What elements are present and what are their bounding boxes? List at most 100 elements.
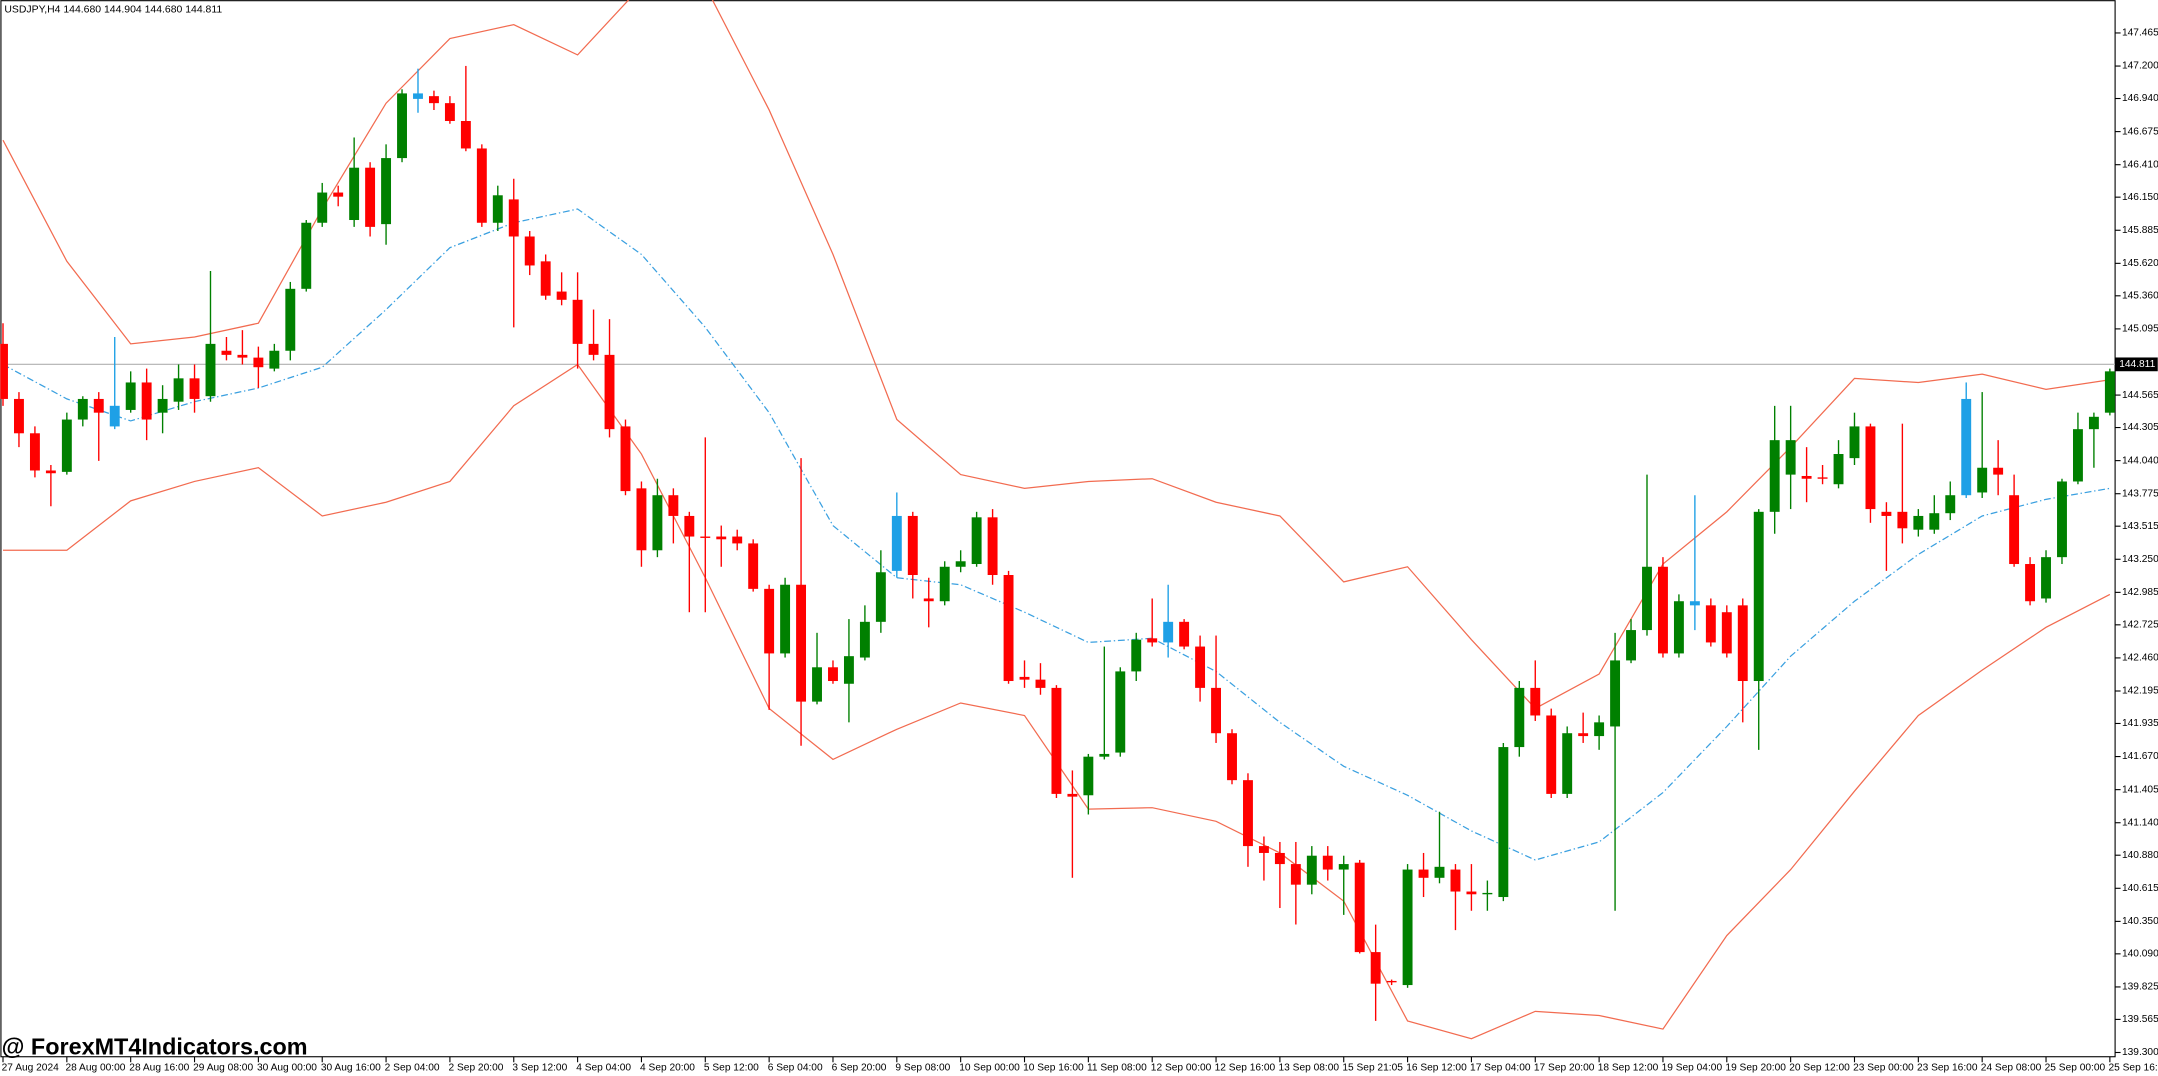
candle-body bbox=[636, 488, 647, 551]
candle-body bbox=[1195, 646, 1206, 688]
candle-body bbox=[428, 96, 439, 104]
candle-body bbox=[61, 419, 72, 472]
candle-body bbox=[1482, 892, 1493, 895]
x-tick-label: 11 Sep 08:00 bbox=[1087, 1062, 1147, 1073]
x-tick-label: 19 Sep 20:00 bbox=[1725, 1062, 1786, 1073]
x-tick-label: 10 Sep 16:00 bbox=[1023, 1062, 1084, 1073]
x-tick-label: 2 Sep 20:00 bbox=[449, 1062, 504, 1073]
y-tick-label: 145.885 bbox=[2122, 225, 2158, 236]
candle-body bbox=[780, 584, 791, 654]
y-tick-label: 143.250 bbox=[2122, 554, 2158, 565]
y-tick-label: 147.200 bbox=[2122, 61, 2158, 72]
band-middle bbox=[2, 208, 2110, 861]
x-tick-label: 15 Sep 21:05 bbox=[1342, 1062, 1403, 1073]
candle-body bbox=[1562, 733, 1573, 794]
candle-body bbox=[125, 382, 136, 410]
y-tick-label: 143.775 bbox=[2122, 488, 2158, 499]
candle-body bbox=[668, 495, 679, 516]
candle-body bbox=[301, 222, 312, 289]
candle-body bbox=[1673, 601, 1684, 654]
candle-body bbox=[1737, 605, 1748, 682]
candle-body bbox=[1977, 467, 1988, 493]
x-tick-label: 25 Sep 16:00 bbox=[2108, 1062, 2158, 1073]
y-tick-label: 146.150 bbox=[2122, 192, 2158, 203]
candle-body bbox=[812, 667, 822, 702]
candle-body bbox=[1913, 515, 1924, 530]
y-tick-label: 145.360 bbox=[2122, 290, 2158, 301]
candle-body bbox=[1274, 852, 1285, 865]
candle-body bbox=[29, 433, 40, 471]
candle-body bbox=[1865, 426, 1876, 510]
candle-body bbox=[1530, 687, 1541, 716]
candle-body bbox=[955, 561, 966, 567]
y-tick-label: 141.935 bbox=[2122, 718, 2158, 729]
candle-body bbox=[1099, 753, 1110, 757]
candle-body bbox=[1243, 780, 1253, 847]
candle-body bbox=[1929, 513, 1940, 530]
x-tick-label: 30 Aug 16:00 bbox=[321, 1062, 381, 1073]
candle-body bbox=[1322, 855, 1333, 870]
y-tick-label: 144.040 bbox=[2122, 455, 2158, 466]
candle-body bbox=[317, 192, 328, 223]
candle-body bbox=[1115, 671, 1126, 753]
candle-body bbox=[1801, 475, 1812, 479]
candle-body bbox=[2025, 564, 2036, 602]
y-tick-label: 139.825 bbox=[2122, 982, 2158, 993]
candle-body bbox=[1179, 621, 1190, 647]
y-tick-label: 145.095 bbox=[2122, 324, 2158, 335]
candle-body bbox=[2009, 495, 2020, 565]
candle-body bbox=[1705, 605, 1716, 643]
candle-body bbox=[1019, 676, 1030, 680]
candle-body bbox=[2104, 371, 2115, 413]
y-tick-label: 142.460 bbox=[2122, 653, 2158, 664]
y-tick-label: 143.515 bbox=[2122, 521, 2158, 532]
y-tick-label: 139.565 bbox=[2122, 1014, 2158, 1025]
candle-body bbox=[652, 495, 663, 551]
symbol-header: USDJPY,H4 144.680 144.904 144.680 144.81… bbox=[4, 4, 222, 15]
candle-body bbox=[253, 357, 264, 368]
y-tick-label: 146.410 bbox=[2122, 159, 2158, 170]
candle-body bbox=[1227, 733, 1237, 781]
axes: 147.465 147.200 146.940 146.675 146.410 146.1… bbox=[2, 28, 2158, 1074]
candle-body bbox=[93, 398, 104, 413]
candle-body bbox=[875, 572, 886, 622]
candle-body bbox=[732, 536, 743, 544]
x-tick-label: 5 Sep 12:00 bbox=[704, 1062, 759, 1073]
candle-body bbox=[476, 148, 487, 223]
candle-body bbox=[1354, 862, 1365, 953]
candle-body bbox=[205, 343, 216, 397]
candle-body bbox=[1897, 511, 1908, 529]
candle-body bbox=[1131, 639, 1142, 672]
candle-body bbox=[141, 382, 152, 420]
candle-body bbox=[684, 515, 695, 537]
candle-body bbox=[2041, 557, 2051, 599]
y-tick-label: 144.305 bbox=[2122, 422, 2158, 433]
y-tick-label: 144.565 bbox=[2122, 390, 2158, 401]
current-price-box bbox=[2115, 357, 2158, 372]
candle-body bbox=[1753, 511, 1764, 682]
candle-body bbox=[237, 354, 248, 358]
y-tick-label: 142.195 bbox=[2122, 686, 2158, 697]
candle-body bbox=[2057, 481, 2067, 558]
candle-body bbox=[365, 167, 376, 227]
candle-body bbox=[45, 470, 56, 474]
candle-body bbox=[1594, 722, 1605, 737]
candle-body bbox=[492, 195, 503, 223]
y-tick-label: 147.465 bbox=[2122, 28, 2158, 39]
candle-body bbox=[1881, 511, 1892, 516]
candle-body bbox=[1689, 601, 1700, 606]
candle-body bbox=[1211, 687, 1221, 734]
candle-body bbox=[764, 588, 775, 654]
candle-body bbox=[269, 350, 280, 369]
candle-body bbox=[444, 103, 455, 121]
candle-body bbox=[1402, 869, 1413, 986]
candle-body bbox=[1003, 575, 1014, 682]
candle-body bbox=[1258, 846, 1269, 853]
candle-body bbox=[2072, 429, 2083, 482]
y-tick-label: 142.725 bbox=[2122, 620, 2158, 631]
candle-body bbox=[0, 343, 8, 399]
candle-body bbox=[460, 120, 471, 149]
candle-body bbox=[1546, 715, 1557, 794]
candle-body bbox=[381, 158, 392, 225]
